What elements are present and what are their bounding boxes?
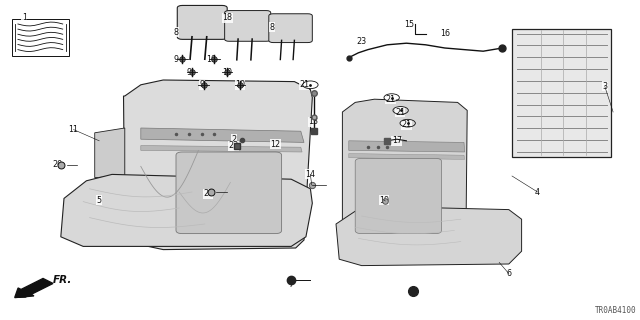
Text: 19: 19: [379, 196, 389, 204]
FancyBboxPatch shape: [512, 29, 611, 157]
Text: 9: 9: [173, 55, 179, 64]
Text: 3: 3: [602, 82, 607, 91]
FancyBboxPatch shape: [269, 14, 312, 43]
Text: 10: 10: [222, 68, 232, 76]
Text: 10: 10: [206, 55, 216, 64]
FancyBboxPatch shape: [177, 5, 227, 39]
Polygon shape: [95, 128, 125, 178]
Text: 12: 12: [270, 140, 280, 148]
Bar: [12, 19, 69, 56]
Text: 9: 9: [199, 80, 204, 89]
Text: 23: 23: [356, 37, 367, 46]
Polygon shape: [61, 174, 312, 246]
Text: FR.: FR.: [52, 275, 72, 285]
Text: 16: 16: [440, 29, 450, 38]
Text: 22: 22: [228, 141, 239, 150]
FancyBboxPatch shape: [176, 152, 282, 234]
Polygon shape: [124, 80, 312, 250]
Text: 6: 6: [506, 269, 511, 278]
Text: 2: 2: [231, 135, 236, 144]
Text: 20: 20: [52, 160, 63, 169]
FancyBboxPatch shape: [355, 158, 442, 234]
Polygon shape: [141, 128, 304, 142]
Text: 21: 21: [401, 120, 412, 129]
Text: 11: 11: [68, 125, 79, 134]
Text: 7: 7: [410, 288, 415, 297]
Text: TR0AB4100: TR0AB4100: [595, 306, 637, 315]
Polygon shape: [342, 99, 467, 246]
Text: 8: 8: [269, 23, 275, 32]
Text: 5: 5: [97, 196, 102, 204]
Text: 7: 7: [289, 280, 294, 289]
Text: 8: 8: [173, 28, 179, 36]
FancyBboxPatch shape: [225, 11, 271, 41]
Text: 21: 21: [385, 95, 396, 104]
Text: 13: 13: [308, 117, 319, 126]
Polygon shape: [349, 154, 465, 159]
Polygon shape: [349, 141, 465, 152]
Text: 21: 21: [299, 80, 309, 89]
Text: 17: 17: [392, 136, 402, 145]
Text: 20: 20: [203, 189, 213, 198]
Polygon shape: [336, 206, 522, 266]
Text: 9: 9: [186, 68, 191, 76]
Text: 1: 1: [22, 13, 27, 22]
Text: 10: 10: [235, 80, 245, 89]
Text: 21: 21: [395, 108, 405, 116]
Text: 15: 15: [404, 20, 415, 28]
Text: 18: 18: [222, 13, 232, 22]
FancyArrow shape: [15, 278, 53, 298]
Polygon shape: [141, 146, 302, 152]
Text: 14: 14: [305, 170, 316, 179]
Text: 4: 4: [535, 188, 540, 196]
